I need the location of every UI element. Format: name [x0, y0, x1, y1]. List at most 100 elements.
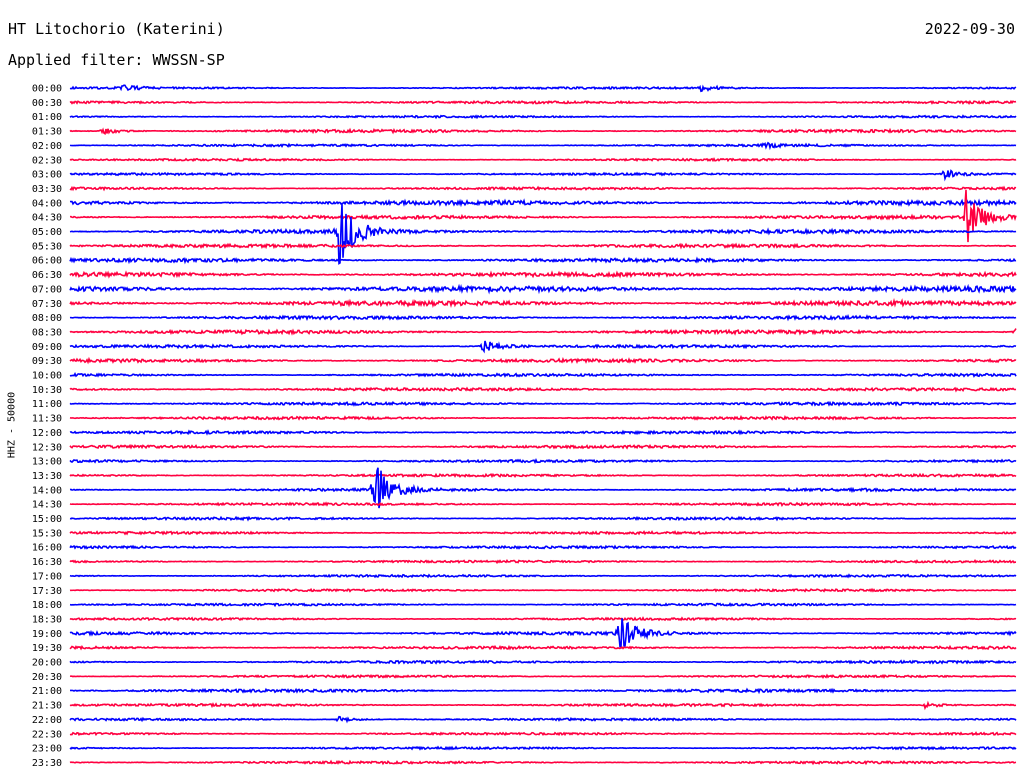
trace-line [69, 573, 1017, 579]
time-tick-label: 18:30 [32, 614, 62, 625]
trace-line [69, 530, 1017, 536]
time-tick-label: 06:30 [32, 270, 62, 281]
time-tick-label: 06:00 [32, 256, 62, 267]
time-tick-label: 05:00 [32, 227, 62, 238]
trace-line [69, 256, 1017, 265]
time-tick-label: 17:30 [32, 586, 62, 597]
trace-line [69, 472, 1017, 479]
time-tick-label: 23:00 [32, 744, 62, 755]
time-tick-label: 21:00 [32, 686, 62, 697]
trace-line [69, 618, 1017, 650]
time-tick-labels: 00:00 00:30 01:00 01:30 02:00 02:30 03:00 03:30… [32, 84, 62, 769]
time-tick-label: 02:00 [32, 141, 62, 152]
trace-line [69, 558, 1017, 565]
time-tick-label: 11:00 [32, 399, 62, 410]
trace-line [69, 99, 1017, 106]
time-tick-label: 20:00 [32, 658, 62, 669]
time-tick-label: 20:30 [32, 672, 62, 683]
time-tick-label: 01:00 [32, 112, 62, 123]
trace-line [69, 386, 1017, 393]
trace-line [69, 114, 1017, 120]
time-tick-label: 19:00 [32, 629, 62, 640]
trace-line [69, 659, 1017, 665]
time-tick-label: 00:30 [32, 98, 62, 109]
trace-line [69, 297, 1017, 308]
time-tick-label: 03:30 [32, 184, 62, 195]
trace-line [69, 429, 1017, 436]
trace-line [69, 715, 1017, 724]
time-tick-label: 10:30 [32, 385, 62, 396]
time-tick-label: 04:00 [32, 198, 62, 209]
time-tick-label: 07:30 [32, 299, 62, 310]
time-tick-label: 15:00 [32, 514, 62, 525]
trace-line [69, 189, 1017, 243]
time-tick-label: 04:30 [32, 213, 62, 224]
time-tick-label: 22:00 [32, 715, 62, 726]
trace-line [69, 587, 1017, 593]
time-tick-label: 02:30 [32, 155, 62, 166]
trace-line [69, 731, 1017, 737]
time-tick-label: 16:30 [32, 557, 62, 568]
trace-line [69, 644, 1017, 651]
time-tick-label: 05:30 [32, 241, 62, 252]
time-tick-label: 09:00 [32, 342, 62, 353]
trace-line [69, 443, 1017, 450]
trace-line [69, 328, 1017, 336]
trace-line [69, 400, 1017, 407]
time-tick-label: 07:00 [32, 284, 62, 295]
filter-label: Applied filter: WWSSN-SP [8, 51, 225, 69]
trace-line [70, 687, 1017, 695]
trace-line [69, 501, 1017, 507]
time-tick-label: 12:30 [32, 442, 62, 453]
date-label: 2022-09-30 [924, 20, 1015, 38]
time-tick-label: 09:30 [32, 356, 62, 367]
trace-line [69, 141, 1017, 151]
trace-line [69, 457, 1017, 465]
trace-line [69, 283, 1017, 295]
trace-line [69, 467, 1017, 509]
trace-line [69, 314, 1017, 322]
time-tick-label: 13:00 [32, 457, 62, 468]
time-tick-label: 22:30 [32, 729, 62, 740]
time-tick-label: 17:00 [32, 571, 62, 582]
time-tick-label: 14:30 [32, 500, 62, 511]
trace-line [69, 759, 1017, 766]
trace-line [69, 157, 1017, 163]
trace-line [69, 242, 1017, 250]
trace-line [69, 198, 1017, 208]
trace-line [69, 515, 1017, 522]
time-tick-label: 12:00 [32, 428, 62, 439]
time-tick-label: 08:00 [32, 313, 62, 324]
trace-line [69, 602, 1017, 608]
trace-line [69, 185, 1017, 192]
time-tick-label: 10:00 [32, 371, 62, 382]
trace-lines [69, 84, 1017, 766]
time-tick-label: 15:30 [32, 528, 62, 539]
trace-line [69, 616, 1017, 622]
time-tick-label: 00:00 [32, 84, 62, 95]
trace-line [69, 270, 1017, 279]
time-tick-label: 16:00 [32, 543, 62, 554]
time-tick-label: 23:30 [32, 758, 62, 769]
time-tick-label: 08:30 [32, 327, 62, 338]
trace-line [69, 700, 1017, 711]
time-tick-label: 01:30 [32, 127, 62, 138]
time-tick-label: 14:00 [32, 485, 62, 496]
trace-line [69, 745, 1017, 751]
station-title: HT Litochorio (Katerini) [8, 20, 225, 38]
trace-line [69, 169, 1017, 182]
trace-line [69, 372, 1017, 378]
trace-line [69, 414, 1017, 421]
time-tick-label: 19:30 [32, 643, 62, 654]
trace-line [69, 340, 1017, 354]
time-tick-label: 11:30 [32, 414, 62, 425]
time-tick-label: 21:30 [32, 701, 62, 712]
trace-line [69, 356, 1017, 365]
time-tick-label: 18:00 [32, 600, 62, 611]
trace-line [69, 84, 1017, 93]
trace-line [69, 203, 1017, 265]
time-tick-label: 03:00 [32, 170, 62, 181]
time-tick-label: 13:30 [32, 471, 62, 482]
trace-line [69, 127, 1017, 136]
